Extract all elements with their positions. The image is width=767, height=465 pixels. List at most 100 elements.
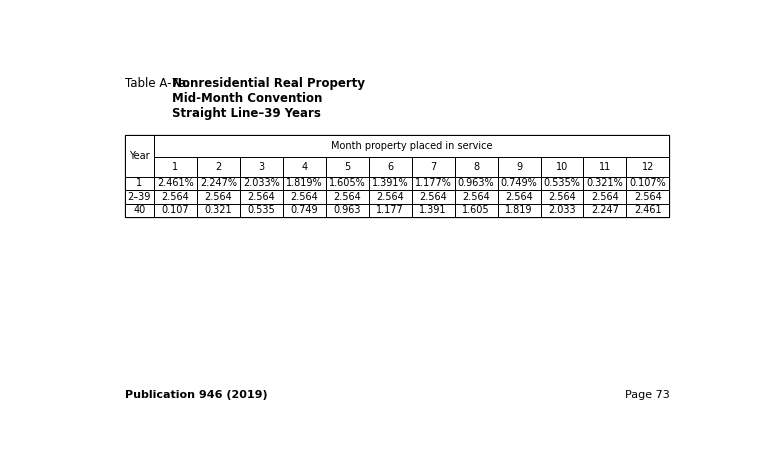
Text: 0.321: 0.321 [205,206,232,215]
Bar [369,177,412,190]
Bar [369,190,412,204]
Text: 1.819%: 1.819% [286,179,323,188]
Text: 1.605%: 1.605% [329,179,366,188]
Bar [412,177,455,190]
Text: 2.564: 2.564 [248,192,275,202]
Bar [627,177,670,190]
Text: 1.605: 1.605 [463,206,490,215]
Text: 0.535%: 0.535% [544,179,581,188]
Text: 2.033%: 2.033% [243,179,280,188]
Bar [154,204,197,217]
Text: 0.749: 0.749 [291,206,318,215]
Bar [412,157,455,177]
Text: 0.749%: 0.749% [501,179,538,188]
Bar [498,157,541,177]
Text: 5: 5 [344,162,351,172]
Text: Page 73: Page 73 [624,390,670,400]
Text: 0.963: 0.963 [334,206,361,215]
Bar [627,204,670,217]
Text: 2.564: 2.564 [634,192,662,202]
Text: 4: 4 [301,162,308,172]
Text: 0.107%: 0.107% [630,179,667,188]
Bar [154,177,197,190]
Text: 2–39: 2–39 [127,192,151,202]
Bar [154,135,670,157]
Bar [326,204,369,217]
Text: 0.107: 0.107 [162,206,189,215]
Text: 1.819: 1.819 [505,206,533,215]
Text: 2.564: 2.564 [291,192,318,202]
Bar [326,190,369,204]
Bar [584,157,627,177]
Bar [154,157,197,177]
Text: 3: 3 [258,162,265,172]
Text: 6: 6 [387,162,393,172]
Bar [584,190,627,204]
Bar [124,204,154,217]
Bar [240,177,283,190]
Text: 8: 8 [473,162,479,172]
Text: 0.963%: 0.963% [458,179,495,188]
Text: 1.391: 1.391 [420,206,447,215]
Bar [124,135,154,177]
Text: Publication 946 (2019): Publication 946 (2019) [124,390,267,400]
Text: 1: 1 [173,162,179,172]
Bar [541,157,584,177]
Text: 2.564: 2.564 [377,192,404,202]
Text: 2.461: 2.461 [634,206,662,215]
Bar [240,157,283,177]
Text: 2.461%: 2.461% [157,179,194,188]
Bar [498,177,541,190]
Bar [455,157,498,177]
Text: 2.564: 2.564 [463,192,490,202]
Text: 2.247%: 2.247% [200,179,237,188]
Bar [498,190,541,204]
Bar [584,204,627,217]
Bar [240,190,283,204]
Text: 2.033: 2.033 [548,206,576,215]
Bar [541,204,584,217]
Bar [584,177,627,190]
Text: 11: 11 [599,162,611,172]
Bar [283,204,326,217]
Bar [541,177,584,190]
Text: 2.564: 2.564 [505,192,533,202]
Bar [455,177,498,190]
Text: 2.247: 2.247 [591,206,619,215]
Text: 10: 10 [556,162,568,172]
Text: 1: 1 [137,179,143,188]
Text: 2.564: 2.564 [591,192,619,202]
Text: 40: 40 [133,206,146,215]
Text: 2.564: 2.564 [420,192,447,202]
Bar [283,190,326,204]
Bar [326,157,369,177]
Bar [326,177,369,190]
Text: 1.177: 1.177 [377,206,404,215]
Bar [541,190,584,204]
Bar [197,190,240,204]
Bar [197,177,240,190]
Text: 1.391%: 1.391% [372,179,409,188]
Bar [455,204,498,217]
Bar [369,204,412,217]
Bar [240,204,283,217]
Bar [498,204,541,217]
Bar [154,190,197,204]
Bar [124,135,670,217]
Text: 2.564: 2.564 [548,192,576,202]
Text: 0.535: 0.535 [248,206,275,215]
Text: 1.177%: 1.177% [415,179,452,188]
Text: 9: 9 [516,162,522,172]
Text: Nonresidential Real Property: Nonresidential Real Property [172,77,365,90]
Bar [283,177,326,190]
Bar [627,190,670,204]
Bar [369,157,412,177]
Bar [627,157,670,177]
Text: 2.564: 2.564 [205,192,232,202]
Bar [455,190,498,204]
Bar [124,177,154,190]
Text: 2.564: 2.564 [334,192,361,202]
Bar [412,190,455,204]
Text: 12: 12 [642,162,654,172]
Text: Mid-Month Convention: Mid-Month Convention [172,92,322,105]
